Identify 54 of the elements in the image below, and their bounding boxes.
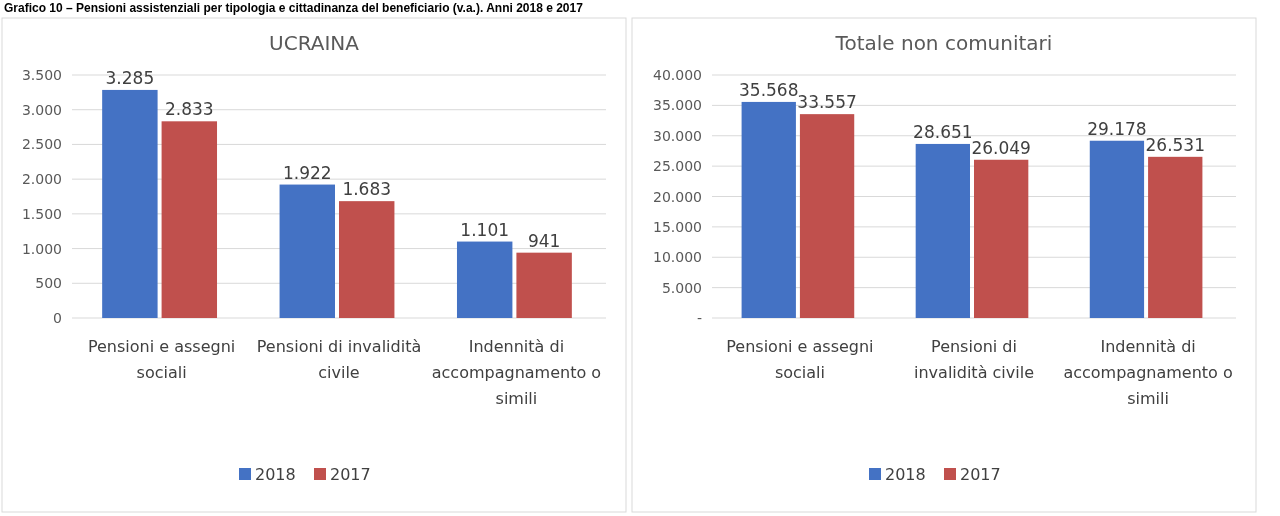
bar [516,252,572,318]
y-tick-label: 500 [35,275,62,292]
bar [799,114,855,318]
data-label: 2.833 [164,99,214,120]
y-tick-label: 2.500 [21,136,62,153]
x-tick-label: Pensioni di invalidità civile [256,337,422,382]
bar [279,184,335,318]
y-tick-label: 10.000 [653,249,702,266]
y-tick-label: - [696,310,702,326]
legend-label: 2017 [960,465,1001,484]
y-tick-label: 1.000 [21,240,62,257]
y-tick-label: 3.000 [21,101,62,118]
data-label: 29.178 [1087,118,1147,139]
y-tick-label: 5.000 [661,279,702,296]
y-tick-label: 1.500 [21,205,62,222]
data-label: 35.568 [739,79,799,100]
chart-title: UCRAINA [269,31,360,55]
x-tick-label: Indennità di accompagnamento o simili [1063,337,1233,408]
y-tick-label: 3.500 [21,67,62,83]
text: Grafico 10 – Pensioni assistenziali per tipologia e cittadinanza del beneficiario (v.a.). Anni 2018 e 2017 [4,1,584,15]
data-label: 1.922 [282,162,332,183]
legend-label: 2017 [330,465,371,484]
bar [339,201,395,318]
y-tick-label: 25.000 [653,158,702,175]
y-tick-label: 30.000 [653,127,702,144]
x-tick-label: Pensioni e assegni sociali [726,337,874,382]
y-tick-label: 2.000 [21,171,62,188]
bar [741,101,796,318]
x-tick-label: Indennità di accompagnamento o simili [431,337,602,408]
y-tick-label: 15.000 [653,218,702,235]
y-tick-label: 40.000 [653,67,702,83]
data-label: 1.101 [460,219,510,240]
y-tick-label: 35.000 [653,97,702,114]
bar [102,89,158,318]
data-label: 3.285 [105,67,155,88]
data-label: 1.683 [342,179,392,200]
data-label: 941 [527,230,561,251]
y-tick-label: 0 [53,310,62,326]
bar [161,121,218,318]
chart-title: Totale non comunitari [834,31,1053,55]
data-label: 33.557 [797,92,857,113]
x-tick-label: Pensioni di invalidità civile [914,337,1034,382]
data-label: 28.651 [913,121,973,142]
y-tick-label: 20.000 [653,188,702,205]
bar [456,241,513,318]
data-label: 26.531 [1145,134,1205,155]
bar [915,143,970,318]
bar [1089,140,1145,318]
legend-label: 2018 [255,465,296,484]
legend-label: 2018 [885,465,926,484]
x-tick-label: Pensioni e assegni sociali [87,337,236,382]
bar [1148,156,1203,318]
bar [974,159,1029,318]
data-label: 26.049 [971,137,1031,158]
